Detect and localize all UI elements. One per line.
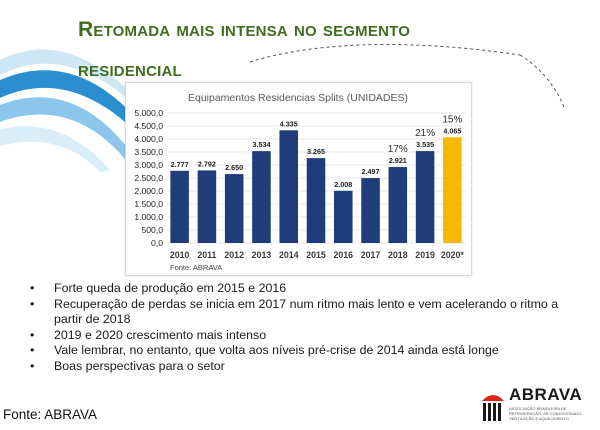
chart-panel: Equipamentos Residencias Splits (UNIDADE…: [125, 82, 472, 276]
growth-annotation: 17%: [388, 144, 408, 155]
data-label: 2.921: [389, 156, 407, 165]
data-label: 3.535: [416, 140, 434, 149]
bar: [197, 170, 217, 243]
bar: [443, 137, 462, 243]
bullet-item: Recuperação de perdas se inicia em 2017 …: [30, 297, 570, 328]
chart-source-note: Fonte: ABRAVA: [170, 263, 222, 272]
bar: [170, 170, 189, 243]
bullet-list: Forte queda de produção em 2015 e 2016 R…: [30, 281, 570, 375]
x-tick-label: 2019: [415, 250, 435, 260]
data-label: 2.650: [225, 163, 243, 172]
data-label: 2.792: [198, 159, 216, 168]
x-tick-label: 2014: [279, 250, 299, 260]
growth-annotation: 21%: [415, 128, 435, 139]
bar: [415, 151, 435, 243]
data-label: 3.534: [252, 140, 270, 149]
y-tick-label: 3.000,0: [134, 160, 163, 170]
bar: [388, 167, 408, 243]
footer-source: Fonte: ABRAVA: [3, 407, 98, 422]
data-label: 3.265: [307, 147, 325, 156]
x-tick-label: 2020*: [441, 250, 465, 260]
bar: [252, 151, 271, 243]
y-tick-label: 4.000,0: [134, 134, 163, 144]
bar: [279, 130, 298, 243]
bar: [361, 178, 380, 243]
abrava-logo-icon: [482, 395, 504, 421]
bar-chart: Equipamentos Residencias Splits (UNIDADE…: [134, 92, 466, 272]
x-tick-label: 2010: [170, 250, 190, 260]
logo-name: ABRAVA: [509, 385, 583, 404]
x-tick-label: 2015: [306, 250, 326, 260]
y-tick-label: 3.500,0: [134, 147, 163, 157]
x-tick-label: 2011: [197, 250, 216, 260]
y-tick-label: 2.500,0: [134, 173, 163, 183]
x-tick-label: 2012: [224, 250, 244, 260]
title-line-2: residencial: [78, 58, 182, 81]
x-tick-label: 2018: [388, 250, 408, 260]
bullet-item: 2019 e 2020 crescimento mais intenso: [30, 328, 570, 344]
slide-title: Retomada mais intensa no segmento reside…: [78, 10, 578, 90]
y-tick-label: 5.000,0: [134, 108, 163, 118]
data-label: 2.777: [171, 160, 189, 169]
logo-subtitle: ASSOCIAÇÃO BRASILEIRA DE REFRIGERAÇÃO, A…: [509, 406, 583, 421]
bullet-item: Forte queda de produção em 2015 e 2016: [30, 281, 570, 297]
data-label: 2.008: [334, 180, 352, 189]
bar: [306, 158, 326, 243]
x-tick-label: 2013: [252, 250, 272, 260]
x-tick-label: 2016: [333, 250, 353, 260]
y-tick-label: 500,0: [141, 225, 163, 235]
y-tick-label: 0,0: [151, 238, 163, 248]
data-label: 4.335: [280, 119, 298, 128]
bullet-item: Boas perspectivas para o setor: [30, 359, 570, 375]
y-tick-label: 1.500,0: [134, 199, 163, 209]
y-tick-label: 2.000,0: [134, 186, 163, 196]
chart-title: Equipamentos Residencias Splits (UNIDADE…: [188, 92, 408, 104]
growth-annotation: 15%: [442, 114, 462, 125]
abrava-logo: ABRAVA ASSOCIAÇÃO BRASILEIRA DE REFRIGER…: [480, 385, 596, 429]
data-label: 2.497: [362, 167, 380, 176]
bar: [334, 190, 353, 243]
y-tick-label: 4.500,0: [134, 121, 163, 131]
data-label: 4.065: [443, 126, 461, 135]
title-line-1: Retomada mais intensa no segmento: [78, 18, 411, 41]
bullet-item: Vale lembrar, no entanto, que volta aos …: [30, 343, 570, 359]
y-tick-label: 1.000,0: [134, 212, 163, 222]
x-tick-label: 2017: [361, 250, 381, 260]
bar: [224, 174, 244, 243]
